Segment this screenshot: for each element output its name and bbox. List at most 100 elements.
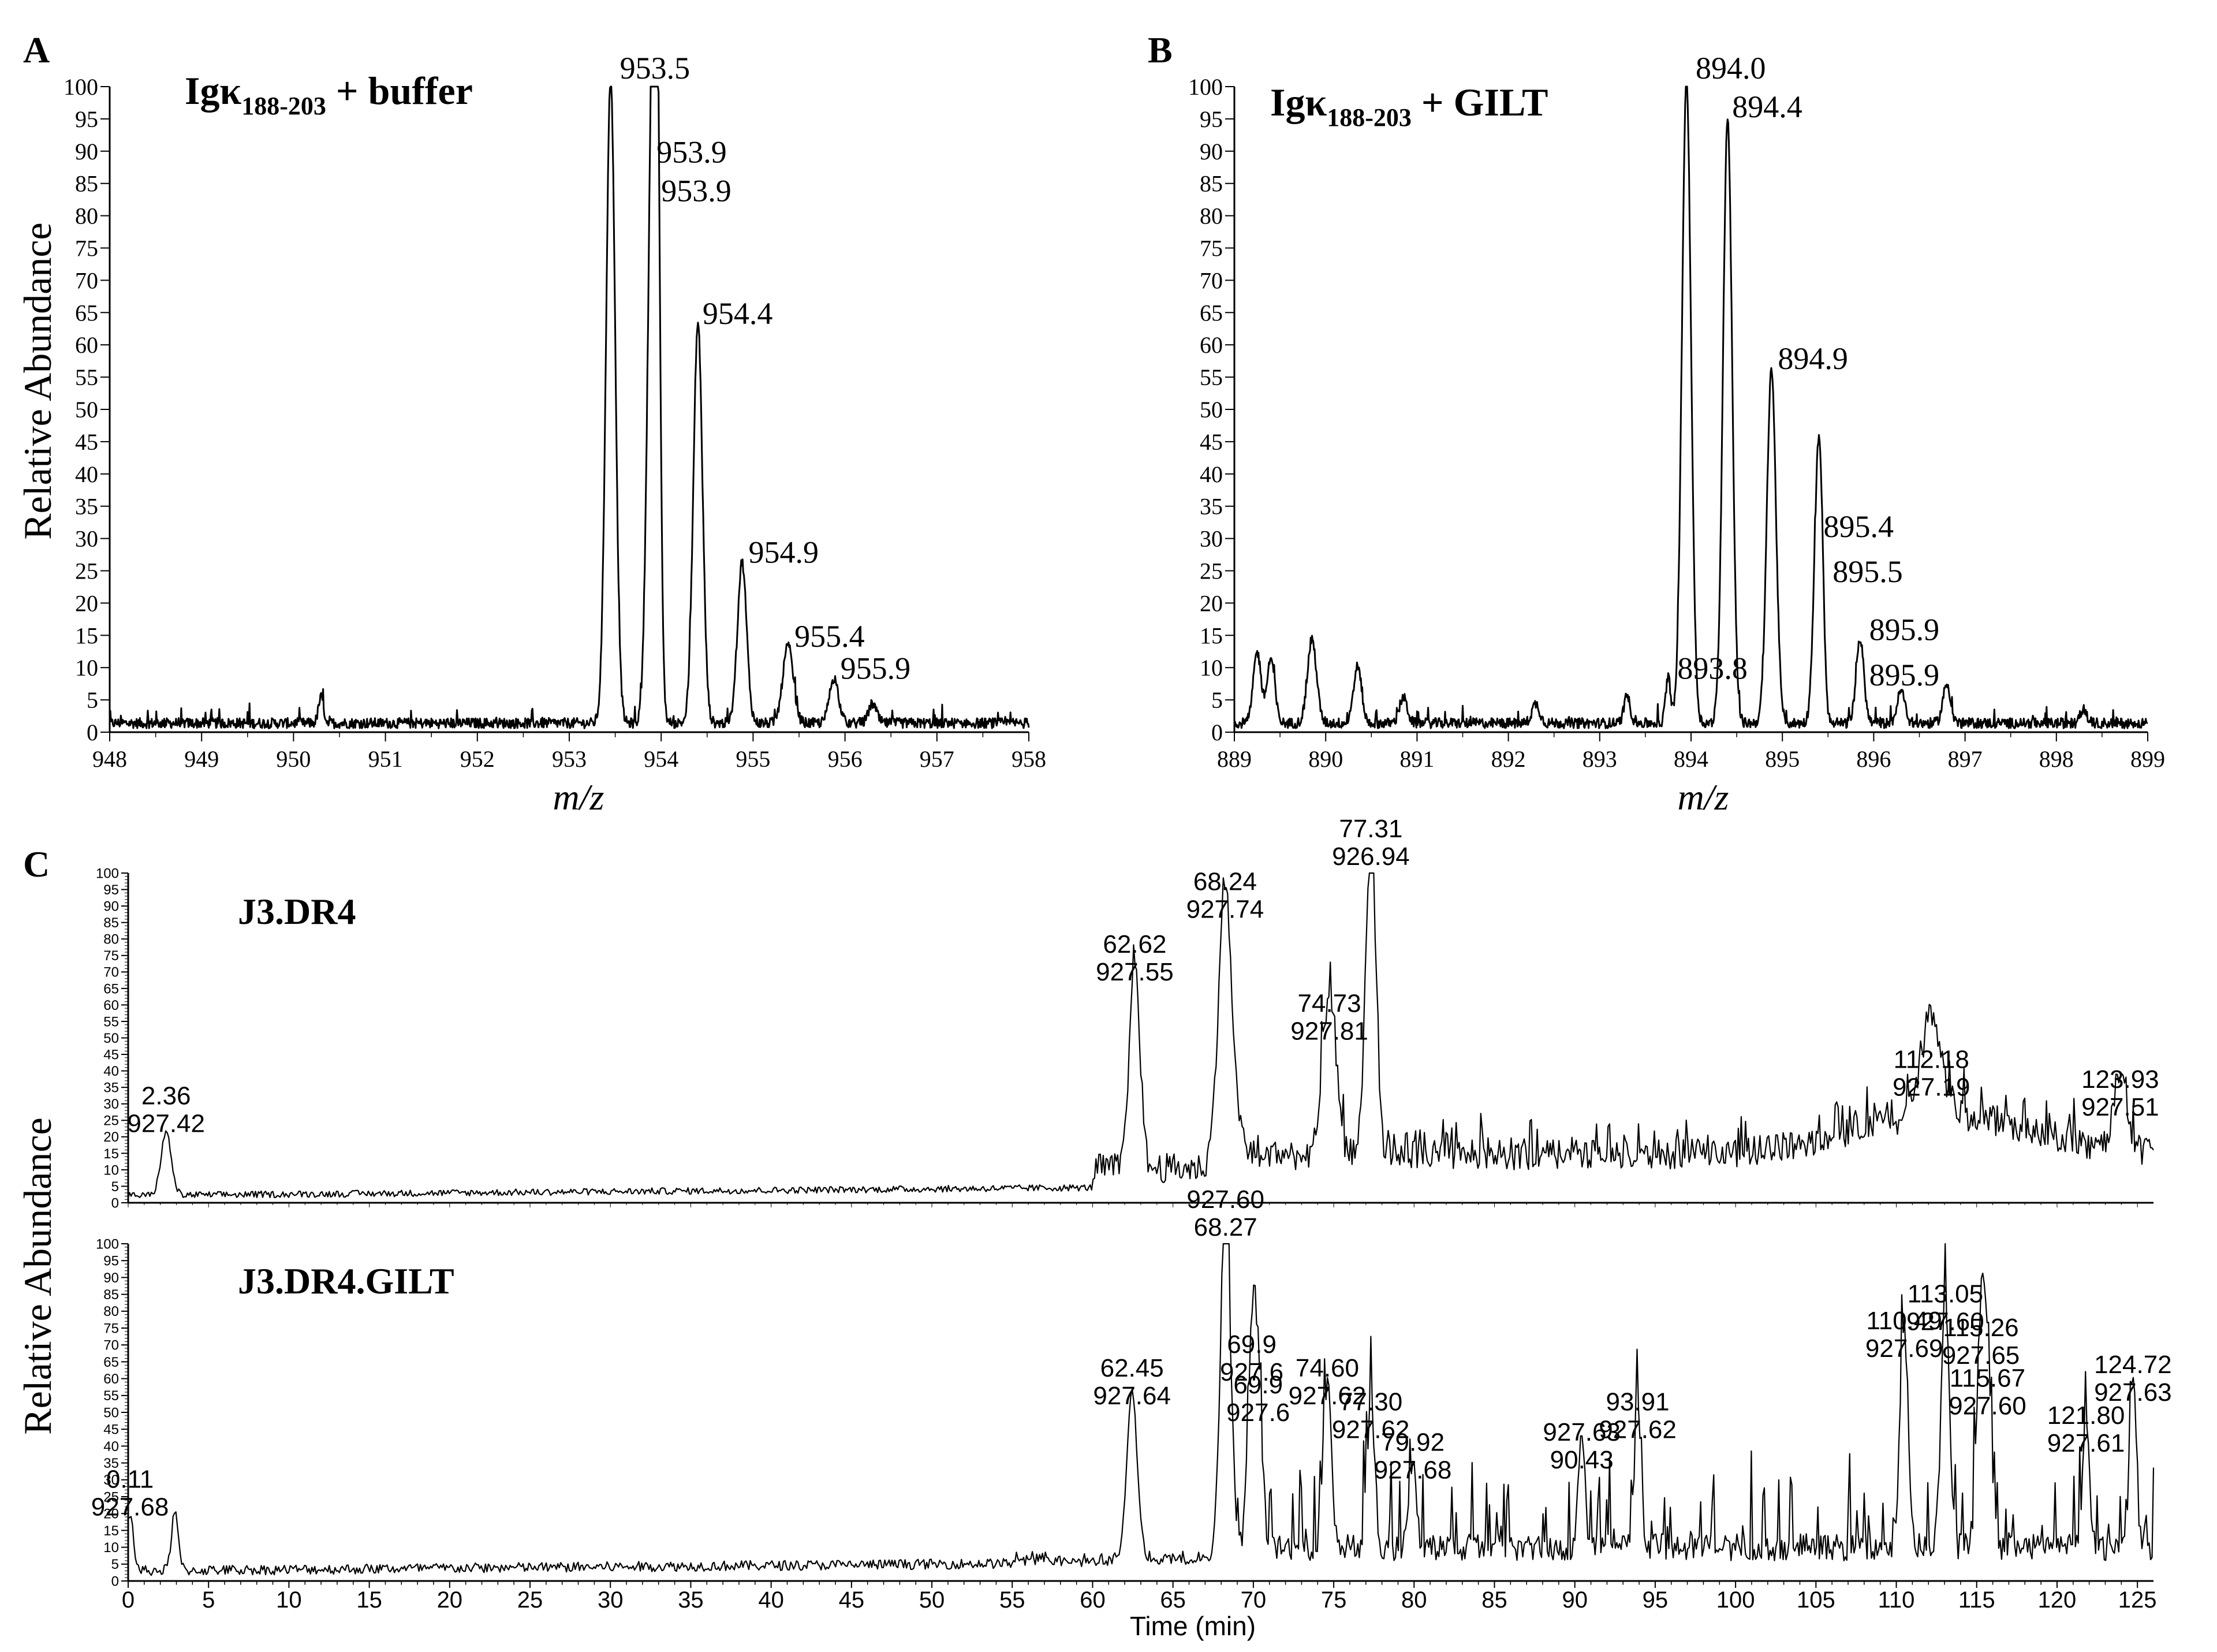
panel-c-letter: C (23, 844, 50, 885)
peak-label: 895.9 (1869, 658, 1940, 692)
x-tick-label: 895 (1765, 746, 1800, 772)
y-tick-label: 40 (103, 1064, 119, 1079)
y-tick-label: 20 (103, 1506, 119, 1522)
y-tick-label: 80 (1200, 203, 1223, 229)
y-tick-label: 60 (103, 998, 119, 1013)
panel-a-title-main: Igκ (185, 69, 241, 113)
y-tick-label: 5 (111, 1557, 119, 1572)
x-tick-label: 891 (1399, 746, 1434, 772)
peak-label-line1: 121.80 (2047, 1401, 2125, 1430)
x-tick-label: 110 (1878, 1587, 1915, 1613)
y-tick-label: 10 (1200, 655, 1223, 681)
peak-label-line2: 927.60 (1949, 1392, 2026, 1420)
y-tick-label: 85 (103, 915, 119, 931)
peak-label-line1: 110.49 (1867, 1307, 1942, 1335)
y-tick-label: 60 (103, 1371, 119, 1387)
y-tick-label: 15 (75, 622, 98, 648)
y-tick-label: 0 (1211, 719, 1223, 745)
x-tick-label: 897 (1948, 746, 1983, 772)
x-tick-label: 957 (920, 746, 954, 772)
peak-label-line1: 113.05 (1908, 1280, 1983, 1308)
y-tick-label: 35 (1200, 494, 1223, 520)
panel-a-plot: 0 5 10 15 20 25 30 35 40 45 50 55 60 65 70 75 80 85 90 95 10… (64, 51, 1046, 772)
y-tick-label: 0 (111, 1573, 119, 1589)
x-tick-label: 10 (276, 1587, 302, 1613)
y-tick-label: 15 (103, 1146, 119, 1162)
x-tick-label: 954 (644, 746, 678, 772)
peak-label-line2: 927.6 (1220, 1358, 1283, 1386)
y-tick-label: 5 (1211, 687, 1223, 713)
x-tick-label: 949 (184, 746, 219, 772)
peak-label: 895.5 (1832, 554, 1903, 589)
peak-label-line2: 927.55 (1096, 958, 1174, 986)
panel-c-ylabel: Relative Abundance (16, 1117, 59, 1434)
y-tick-label: 45 (103, 1422, 119, 1438)
peak-label-line2: 68.27 (1194, 1213, 1257, 1241)
peak-label-line2: 927.60 (1906, 1308, 1984, 1336)
peak-label-line2: 927.62 (1332, 1415, 1410, 1444)
x-tick-label: 950 (276, 746, 311, 772)
x-tick-label: 65 (1160, 1587, 1186, 1613)
y-tick-label: 100 (96, 1236, 119, 1252)
y-tick-label: 35 (103, 1456, 119, 1471)
x-tick-label: 948 (92, 746, 127, 772)
peak-label-line1: 69.9 (1233, 1371, 1283, 1399)
x-tick-label: 90 (1562, 1587, 1588, 1613)
y-tick-label: 25 (75, 558, 98, 584)
x-tick-label: 40 (758, 1587, 784, 1613)
peak-label: 953.5 (620, 51, 691, 85)
x-tick-label: 30 (598, 1587, 624, 1613)
panel-a-title-tail: + buffer (326, 69, 473, 113)
peak-label-line1: 93.91 (1606, 1388, 1670, 1416)
y-tick-label: 85 (103, 1287, 119, 1303)
x-tick-label: 898 (2039, 746, 2074, 772)
y-tick-label: 50 (103, 1405, 119, 1420)
y-tick-label: 95 (75, 106, 98, 132)
x-tick-label: 125 (2118, 1587, 2157, 1613)
y-tick-label: 95 (103, 1254, 119, 1269)
peak-label: 954.9 (748, 535, 819, 570)
panel-b-xlabel: m/z (1678, 777, 1729, 818)
panel-c-top-label: J3.DR4 (238, 891, 356, 932)
y-tick-label: 65 (103, 1355, 119, 1370)
x-tick-label: 955 (736, 746, 770, 772)
y-tick-label: 70 (103, 1338, 119, 1353)
y-tick-label: 20 (75, 590, 98, 616)
y-tick-label: 80 (103, 932, 119, 948)
y-tick-label: 15 (103, 1523, 119, 1539)
x-tick-label: 100 (1716, 1587, 1755, 1613)
x-tick-label: 95 (1643, 1587, 1669, 1613)
y-tick-label: 5 (111, 1179, 119, 1195)
y-tick-label: 70 (1200, 267, 1223, 293)
y-tick-label: 50 (75, 397, 98, 423)
peak-label-line1: 68.24 (1193, 867, 1257, 896)
y-tick-label: 40 (1200, 461, 1223, 487)
y-tick-label: 90 (103, 1270, 119, 1286)
peak-label-line1: 62.62 (1103, 930, 1166, 959)
panel-c-bottom-label: J3.DR4.GILT (238, 1261, 454, 1302)
y-tick-label: 85 (75, 171, 98, 197)
peak-label-line2: 926.94 (1332, 842, 1410, 871)
panel-b-title: Igκ188-203 + GILT (1270, 80, 1548, 132)
peak-label-line2: 927.61 (2047, 1429, 2125, 1457)
peak-label: 894.9 (1778, 341, 1848, 376)
peak-label: 895.4 (1823, 509, 1894, 544)
x-tick-label: 952 (460, 746, 495, 772)
peak-label-line1: 927.60 (1186, 1185, 1264, 1214)
y-tick-label: 25 (103, 1489, 119, 1505)
peak-label-line2: 927.68 (91, 1493, 169, 1522)
y-tick-label: 25 (103, 1113, 119, 1129)
y-tick-label: 0 (111, 1195, 119, 1211)
x-tick-label: 890 (1308, 746, 1343, 772)
peak-label-line1: 77.30 (1339, 1388, 1402, 1416)
x-tick-label: 85 (1481, 1587, 1507, 1613)
peak-label-line2: 927.42 (127, 1110, 205, 1138)
y-tick-label: 65 (75, 300, 98, 326)
peak-label: 893.8 (1677, 651, 1748, 686)
peak-label-line1: 112.18 (1894, 1046, 1969, 1074)
y-tick-label: 35 (103, 1080, 119, 1096)
x-tick-label: 893 (1582, 746, 1617, 772)
y-tick-label: 30 (1200, 526, 1223, 552)
x-tick-label: 115 (1958, 1587, 1995, 1613)
y-tick-label: 95 (103, 882, 119, 898)
